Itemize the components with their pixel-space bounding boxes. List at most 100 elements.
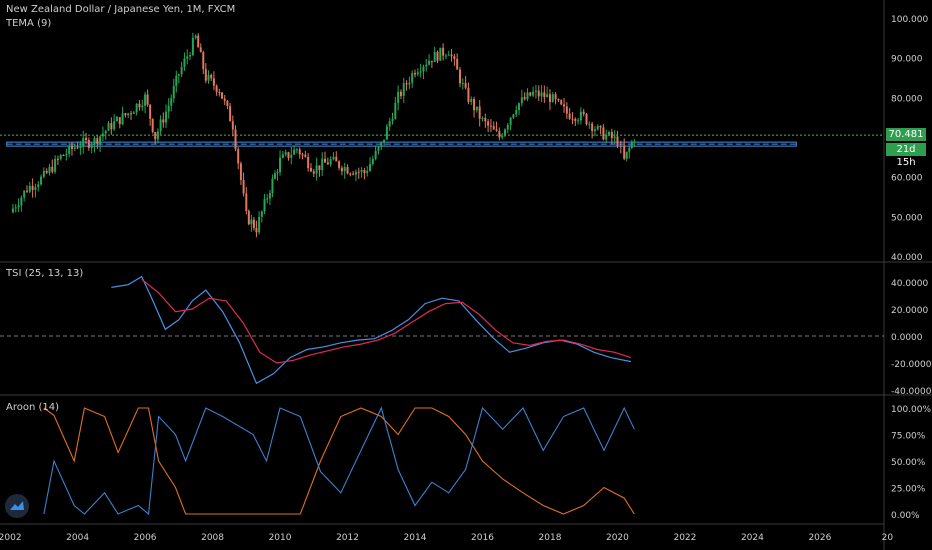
candle-body <box>608 131 611 135</box>
candle-body <box>245 193 248 212</box>
tradingview-logo-icon[interactable] <box>5 494 29 518</box>
y-tick-label: -20.0000 <box>891 360 932 370</box>
candle-body <box>121 113 124 125</box>
candle-body <box>28 185 31 192</box>
candle-body <box>165 111 168 123</box>
x-tick-label: 2022 <box>673 533 696 543</box>
candle-body <box>167 105 170 112</box>
candle-body <box>186 56 189 59</box>
candle-body <box>110 123 113 130</box>
candle-body <box>447 54 450 56</box>
y-tick-label: 75.00% <box>891 432 926 442</box>
candle-body <box>247 211 250 225</box>
candle-body <box>218 91 221 93</box>
candle-body <box>458 69 461 84</box>
candle-body <box>127 113 130 116</box>
candle-body <box>40 176 43 185</box>
candle-body <box>363 169 366 174</box>
y-tick-label: 40.000 <box>891 253 923 263</box>
candle-body <box>419 71 422 73</box>
tema-label: TEMA (9) <box>6 18 52 29</box>
candle-body <box>20 197 23 206</box>
candle-body <box>149 104 152 119</box>
x-tick-label: 2004 <box>66 533 89 543</box>
candle-body <box>436 51 439 61</box>
aroon-up-line <box>43 407 635 515</box>
candle-body <box>42 170 45 177</box>
candle-body <box>613 136 616 139</box>
candle-body <box>349 173 352 175</box>
candle-body <box>210 75 213 79</box>
candle-body <box>501 135 504 138</box>
candle-body <box>276 172 279 174</box>
candle-body <box>82 138 85 148</box>
candle-body <box>625 151 628 159</box>
candle-body <box>162 119 165 123</box>
candle-body <box>199 47 202 53</box>
candle-body <box>579 111 582 121</box>
x-tick-label: 2014 <box>404 533 427 543</box>
candle-body <box>335 156 338 162</box>
candle-body <box>450 54 453 57</box>
x-tick-label: 2006 <box>134 533 157 543</box>
candle-body <box>540 92 543 97</box>
x-tick-label: 20 <box>882 533 894 543</box>
aroon-label: Aroon (14) <box>6 402 60 413</box>
x-tick-label: 2020 <box>606 533 629 543</box>
candle-body <box>605 134 608 140</box>
x-tick-label: 2018 <box>539 533 562 543</box>
candle-body <box>62 155 65 157</box>
candle-body <box>571 118 574 120</box>
candle-body <box>582 111 585 115</box>
candle-body <box>287 152 290 158</box>
candle-body <box>619 145 622 147</box>
y-tick-label: 100.000 <box>891 15 928 25</box>
candle-body <box>523 97 526 100</box>
candle-body <box>563 104 566 107</box>
y-tick-label: 25.00% <box>891 485 926 495</box>
candle-body <box>503 129 506 136</box>
candle-body <box>397 91 400 103</box>
candle-body <box>229 106 232 122</box>
y-tick-label: 90.000 <box>891 55 923 65</box>
y-tick-label: 0.00% <box>891 511 920 521</box>
candle-body <box>560 100 563 105</box>
candle-body <box>204 68 207 81</box>
candle-body <box>234 129 237 149</box>
candle-body <box>115 117 118 122</box>
candle-body <box>51 166 54 172</box>
candle-body <box>475 106 478 111</box>
candle-body <box>279 157 282 173</box>
candle-body <box>301 154 304 156</box>
candle-body <box>405 83 408 85</box>
candle-body <box>585 114 588 125</box>
candle-body <box>343 167 346 172</box>
candle-body <box>574 118 577 122</box>
x-tick-label: 2026 <box>808 533 831 543</box>
candle-body <box>268 193 271 199</box>
candle-body <box>252 219 255 228</box>
candle-body <box>263 198 266 212</box>
candle-body <box>70 145 73 149</box>
candle-body <box>45 170 48 173</box>
candle-body <box>425 64 428 67</box>
candle-body <box>324 158 327 163</box>
candle-body <box>215 85 218 92</box>
candle-body <box>520 97 523 104</box>
candle-body <box>170 98 173 106</box>
candle-body <box>271 178 274 194</box>
candle-body <box>154 132 157 140</box>
candle-body <box>307 156 310 169</box>
candle-body <box>76 147 79 149</box>
candle-body <box>79 147 82 149</box>
candle-body <box>633 141 636 143</box>
y-tick-label: 40.0000 <box>891 279 928 289</box>
candle-body <box>352 173 355 175</box>
candle-body <box>202 52 205 69</box>
x-tick-label: 2012 <box>336 533 359 543</box>
candle-body <box>177 74 180 76</box>
candle-body <box>526 92 529 100</box>
candle-body <box>512 114 515 118</box>
